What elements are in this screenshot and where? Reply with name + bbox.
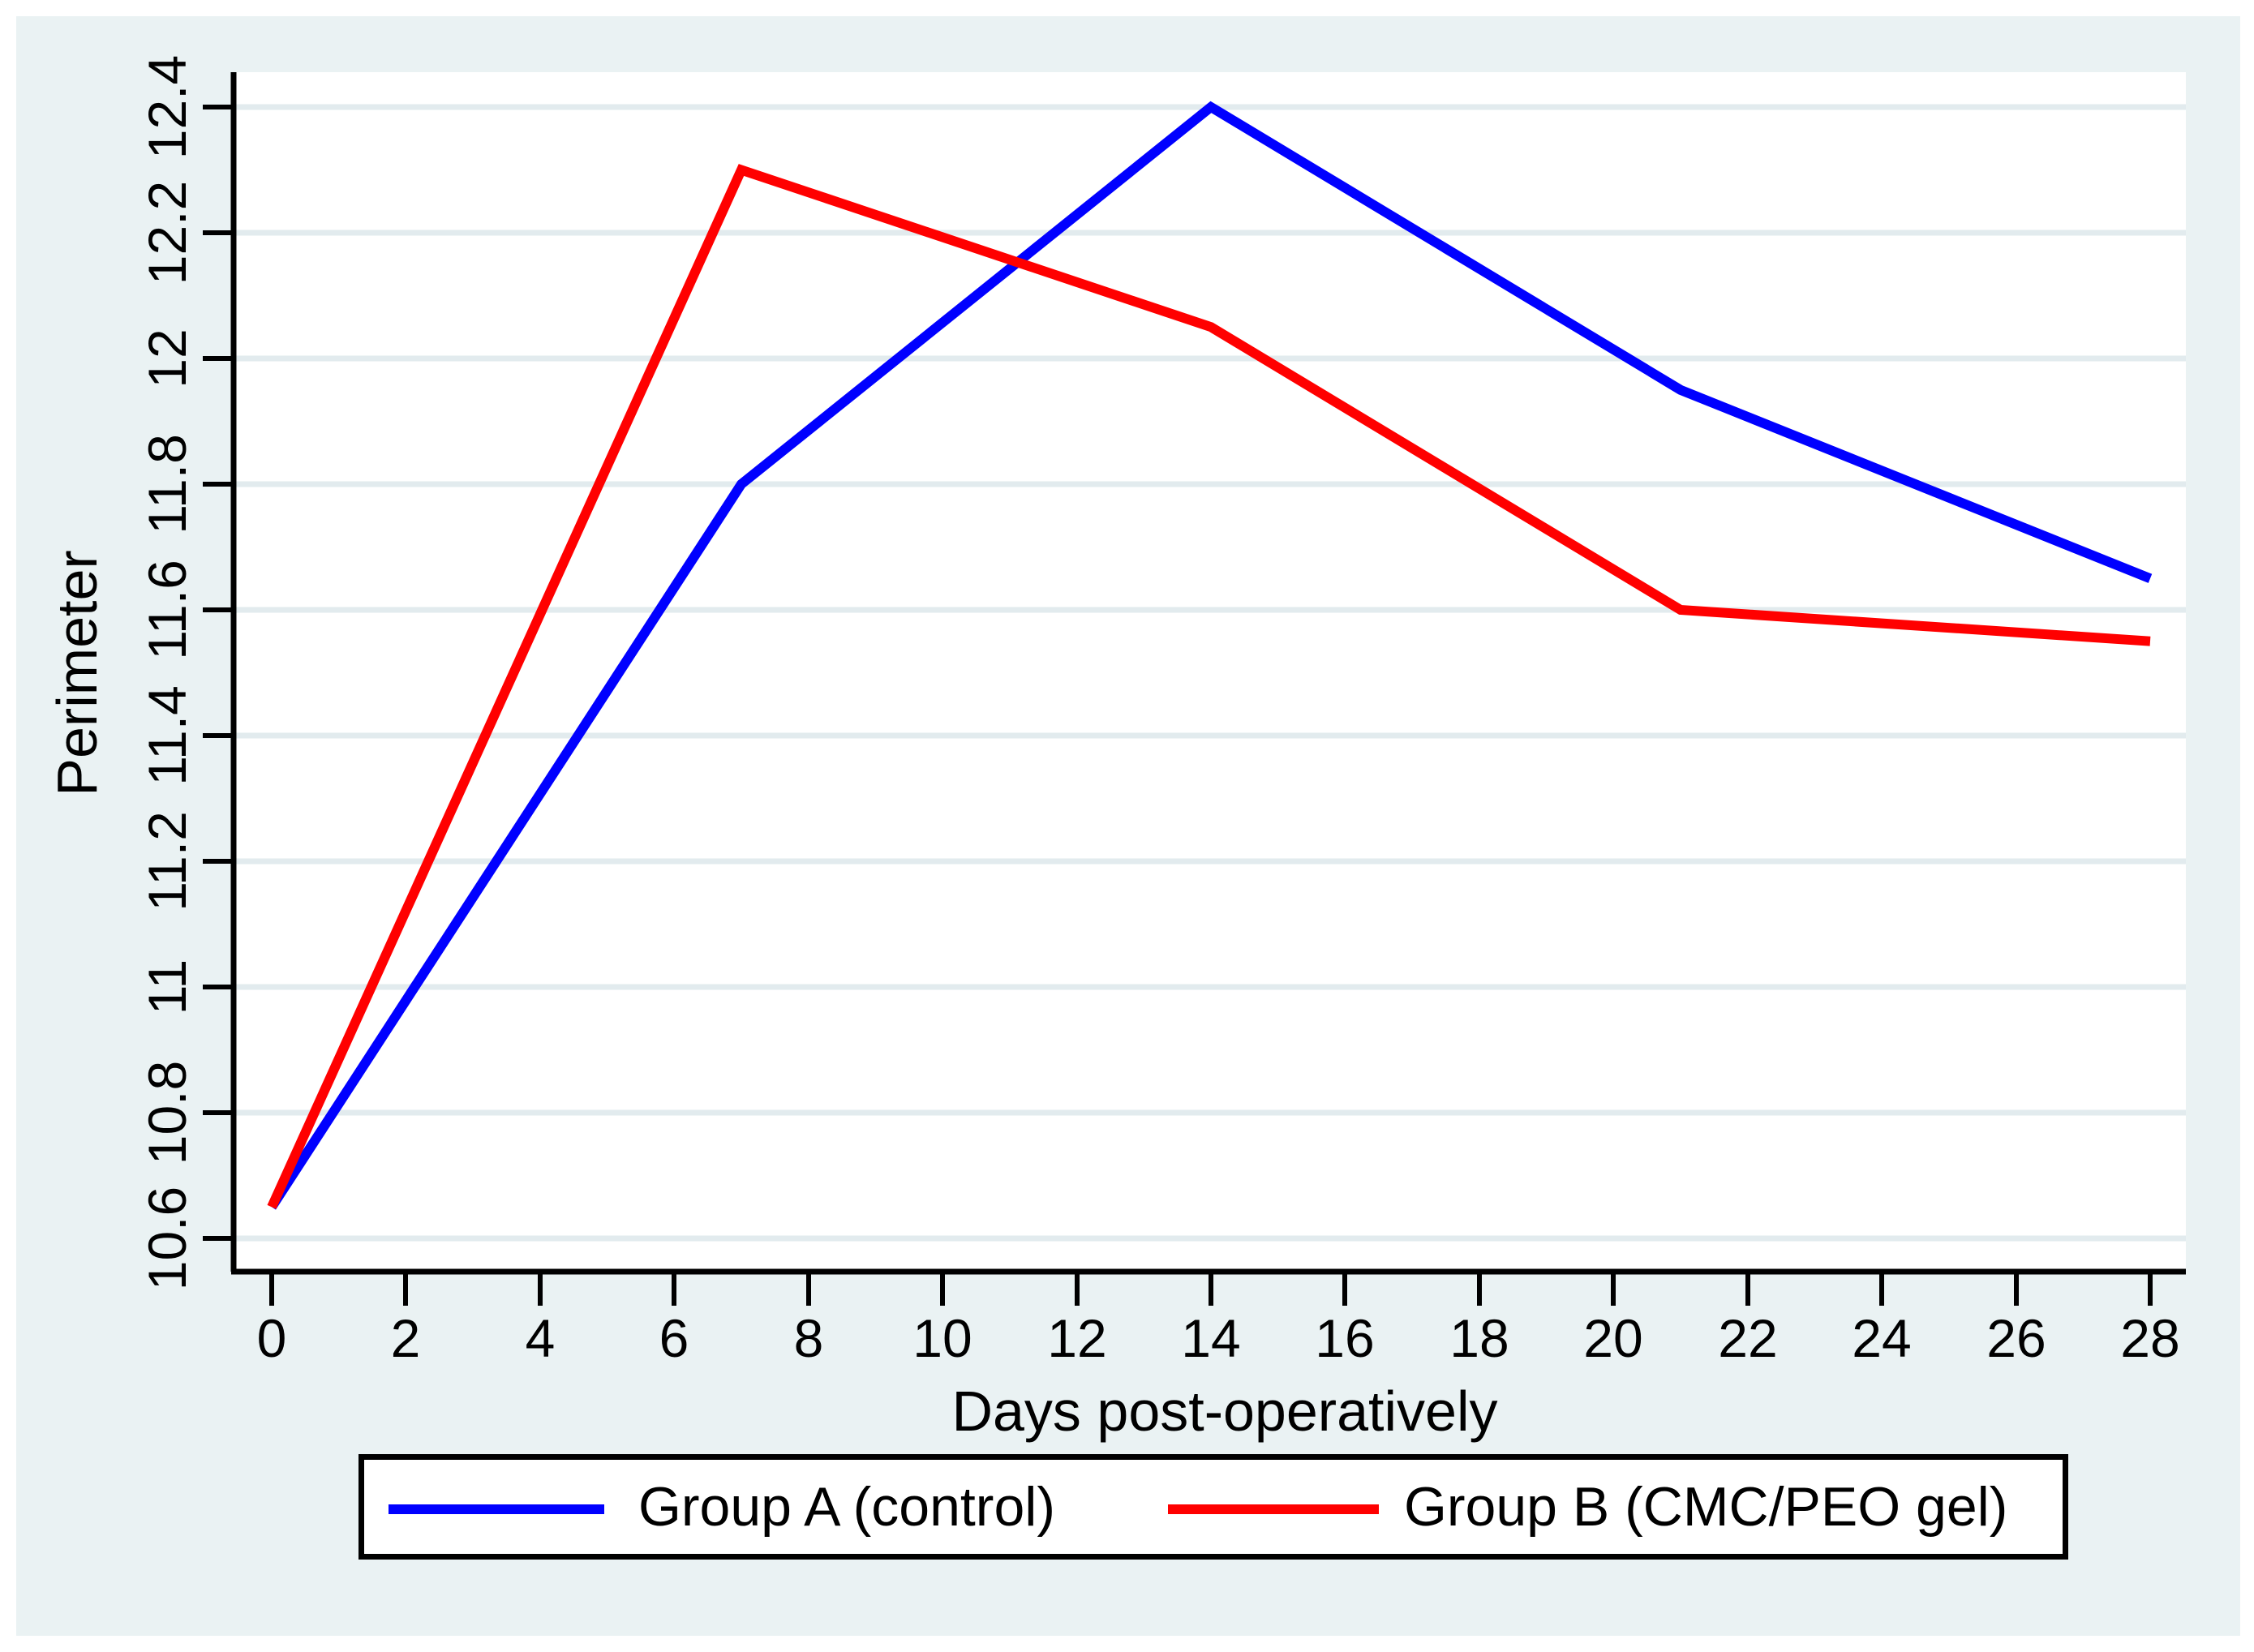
- x-tick-label: 12: [1047, 1308, 1107, 1368]
- y-tick-label: 12: [137, 328, 197, 388]
- x-tick-label: 22: [1718, 1308, 1778, 1368]
- gridlines: [234, 104, 2186, 1242]
- y-tick-label: 11.6: [137, 560, 197, 660]
- x-tick-label: 0: [256, 1308, 287, 1368]
- legend-label-group-a: Group A (control): [638, 1476, 1056, 1538]
- x-tick-label: 2: [390, 1308, 421, 1368]
- group-a-line-swatch: [389, 1504, 604, 1514]
- x-ticks: [269, 1272, 2153, 1306]
- x-tick-label: 28: [2120, 1308, 2180, 1368]
- y-tick-label: 11.4: [137, 685, 197, 786]
- y-tick-label: 10.6: [137, 1186, 197, 1291]
- x-tick-label: 24: [1852, 1308, 1912, 1368]
- x-tick-label: 8: [793, 1308, 824, 1368]
- y-tick-label: 11: [137, 959, 197, 1015]
- y-tick-label: 12.4: [137, 54, 197, 160]
- x-axis-title: Days post-operatively: [951, 1380, 1498, 1443]
- y-tick-label: 11.8: [137, 434, 197, 534]
- y-axis-title: Perimeter: [45, 550, 109, 796]
- plot-area: [234, 72, 2186, 1272]
- group-b-line: [267, 164, 2151, 1209]
- x-tick-label: 6: [659, 1308, 689, 1368]
- x-tick-label: 14: [1181, 1308, 1241, 1368]
- group-b-line-swatch: [1168, 1504, 1379, 1514]
- group-a-line: [267, 101, 2153, 1210]
- legend-label-group-b: Group B (CMC/PEO gel): [1404, 1476, 2008, 1538]
- y-tick-label: 12.2: [137, 180, 197, 285]
- x-tick-label: 18: [1449, 1308, 1509, 1368]
- x-tick-label: 4: [525, 1308, 556, 1368]
- y-tick-label: 10.8: [137, 1060, 197, 1165]
- y-ticks: [203, 105, 234, 1241]
- x-tick-label: 10: [912, 1308, 972, 1368]
- legend: Group A (control) Group B (CMC/PEO gel): [358, 1454, 2068, 1560]
- y-tick-label: 11.2: [137, 811, 197, 912]
- x-tick-label: 26: [1986, 1308, 2046, 1368]
- x-tick-label: 20: [1583, 1308, 1643, 1368]
- x-tick-label: 16: [1315, 1308, 1375, 1368]
